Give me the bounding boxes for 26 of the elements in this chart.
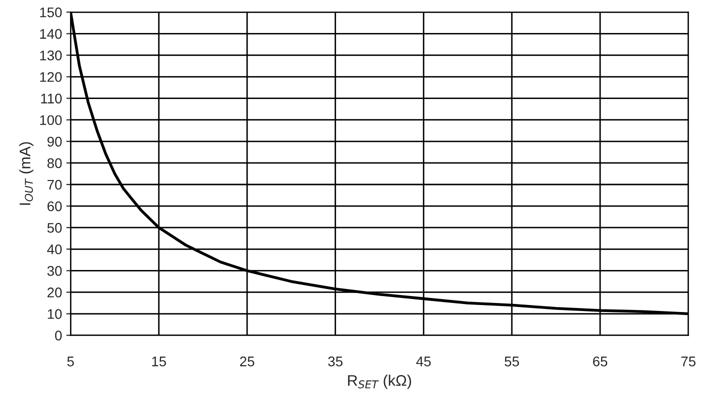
x-tick-label: 75 — [681, 356, 696, 366]
y-tick-label: 10 — [48, 309, 62, 319]
y-tick-label: 150 — [40, 7, 62, 18]
y-tick-label: 140 — [40, 29, 62, 39]
y-tick-label: 130 — [40, 50, 62, 60]
x-tick-label: 35 — [328, 356, 342, 366]
y-tick-label: 80 — [47, 158, 62, 168]
y-tick-label: 40 — [47, 244, 62, 254]
y-axis-title: I$_{OUT}$ (mA) — [19, 142, 34, 205]
x-tick-label: 45 — [416, 356, 431, 366]
y-tick-label: 20 — [48, 288, 62, 298]
x-tick-label: 55 — [504, 356, 519, 366]
y-tick-label: 100 — [40, 115, 62, 126]
y-tick-label: 0 — [55, 330, 62, 340]
y-tick-label: 60 — [48, 201, 62, 212]
y-tick-label: 120 — [40, 72, 62, 82]
x-tick-label: 5 — [67, 356, 74, 366]
x-tick-label: 15 — [152, 356, 166, 366]
y-tick-label: 30 — [47, 266, 62, 276]
y-tick-label: 70 — [48, 180, 62, 190]
x-tick-label: 25 — [240, 356, 254, 366]
x-axis-title: R$_{SET}$ (kΩ) — [348, 374, 412, 389]
y-tick-label: 110 — [41, 94, 62, 104]
y-tick-label: 90 — [47, 136, 62, 147]
y-tick-label: 50 — [47, 222, 62, 233]
x-tick-label: 65 — [593, 356, 608, 366]
